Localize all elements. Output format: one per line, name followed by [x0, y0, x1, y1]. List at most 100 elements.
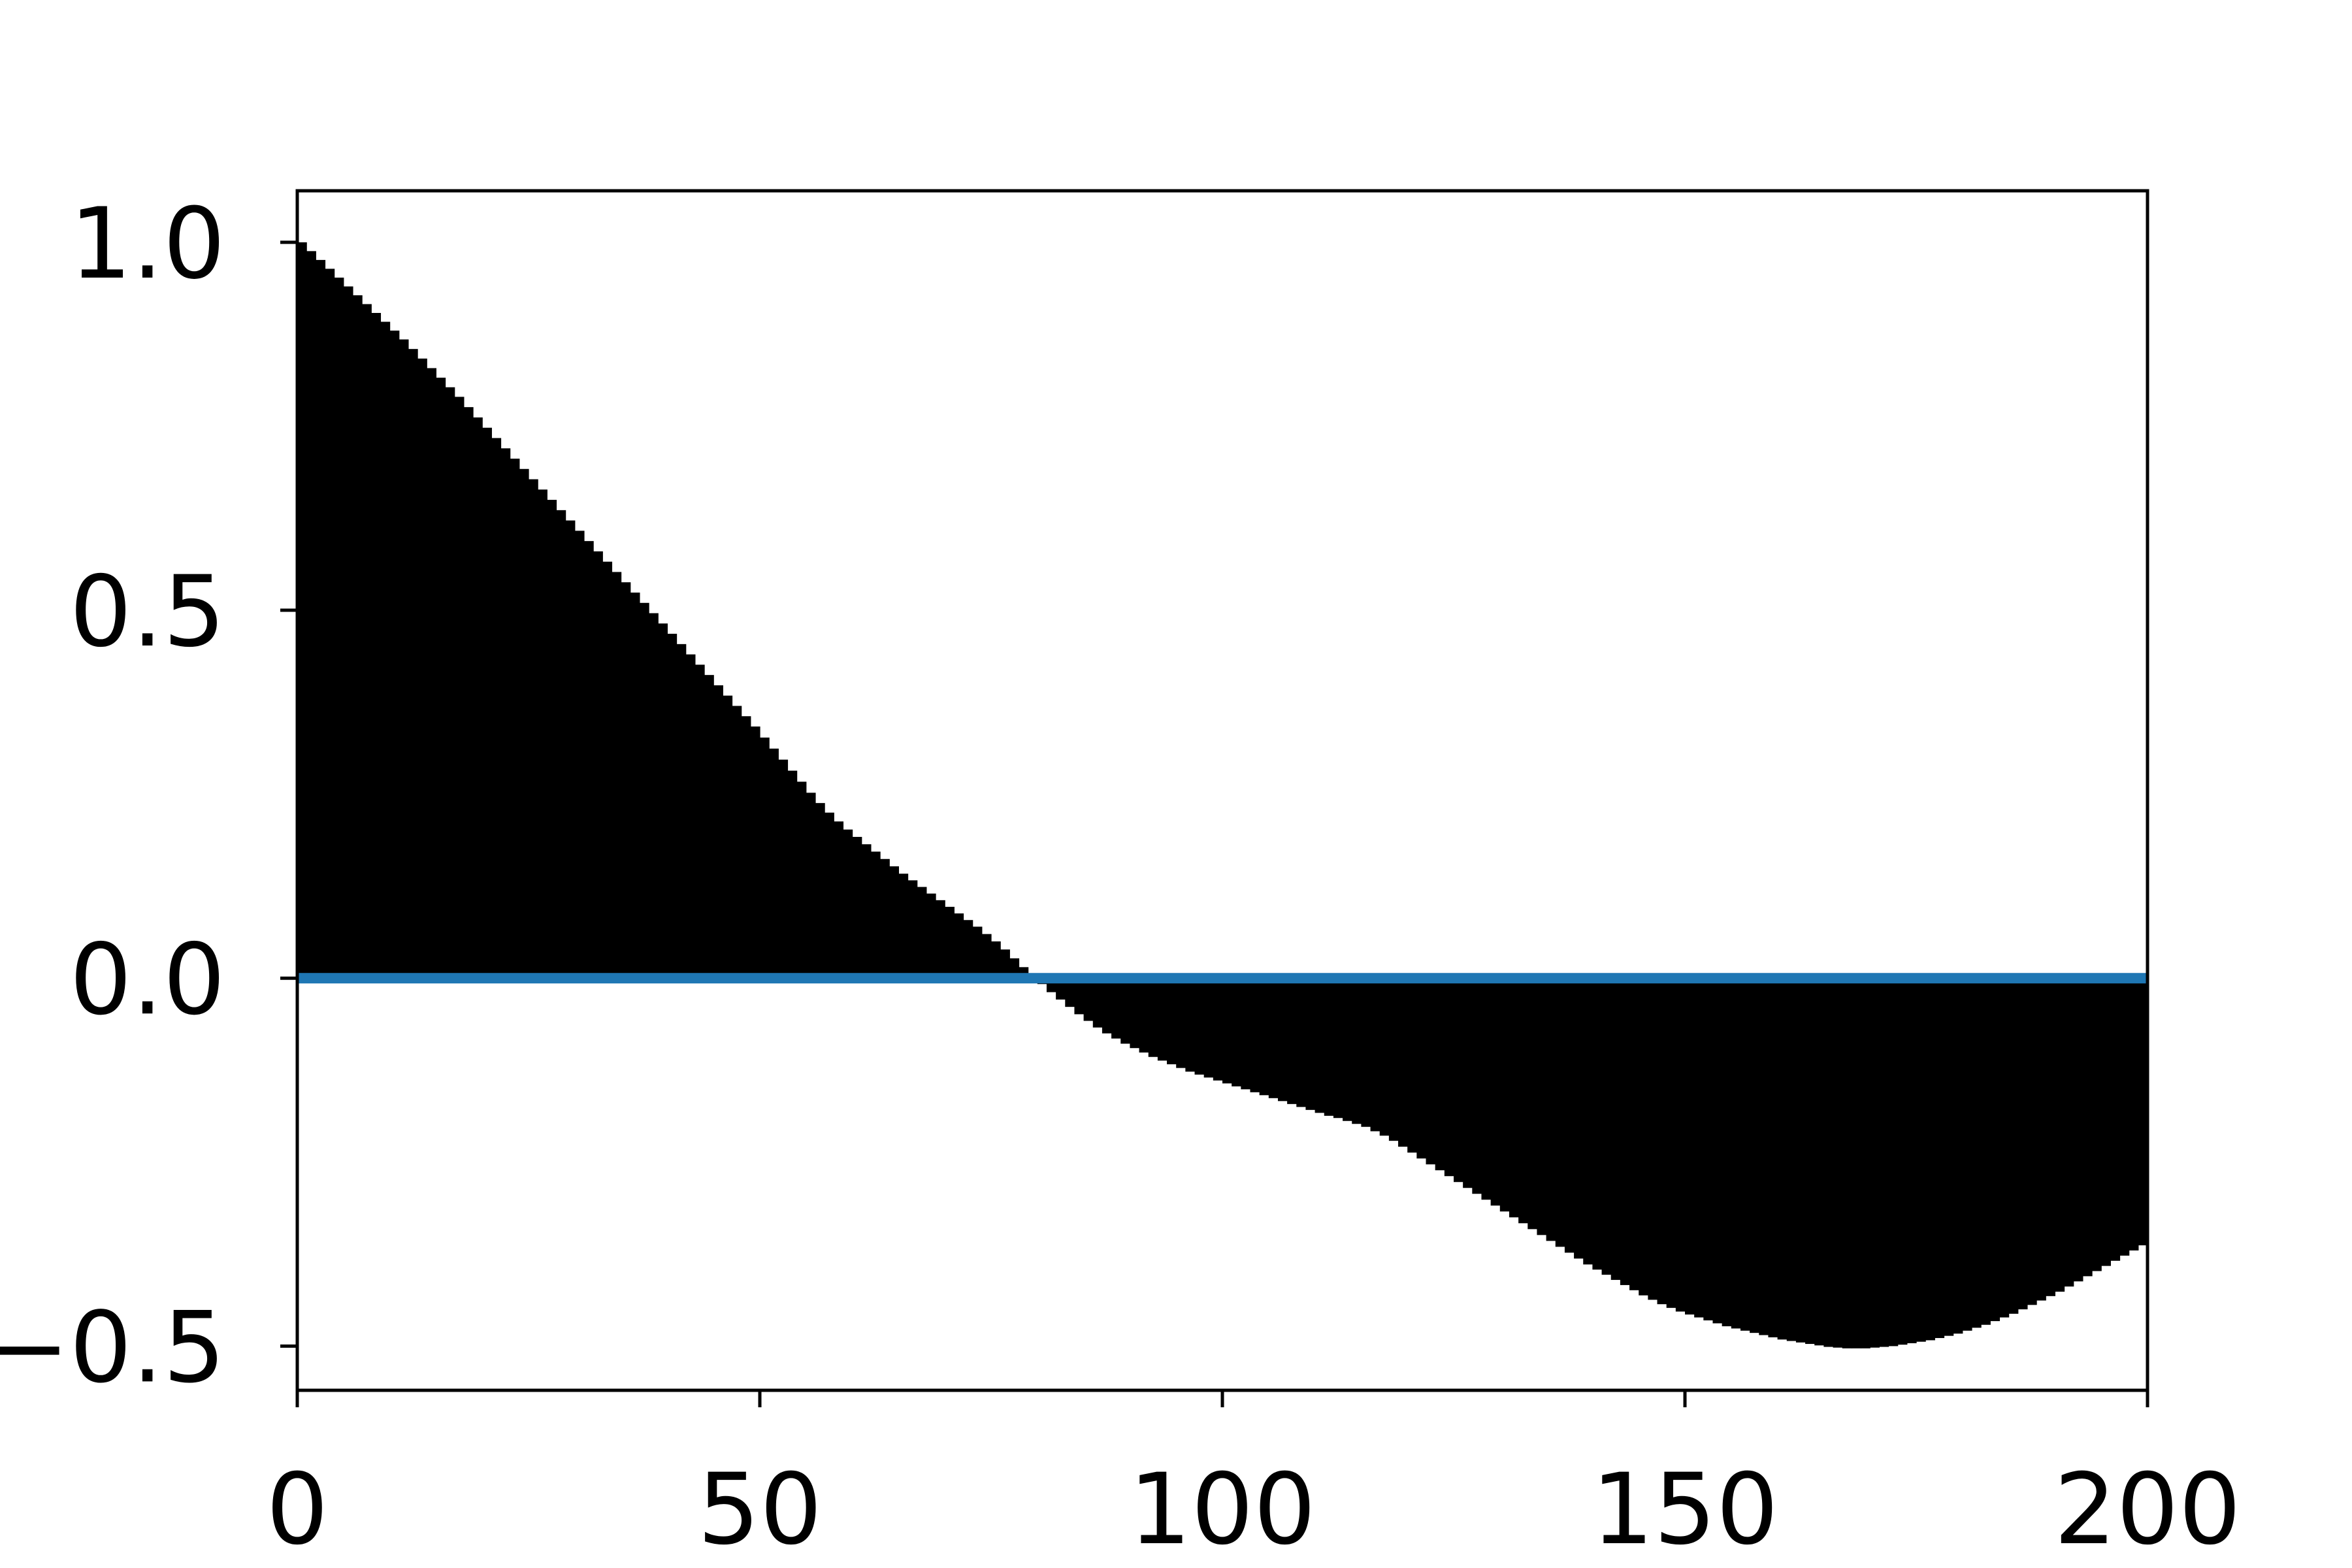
bar-lag-62 [870, 851, 881, 979]
bar-lag-68 [926, 893, 936, 979]
bar-lag-199 [2138, 978, 2148, 1246]
bar-lag-194 [2092, 978, 2102, 1271]
bar-lag-26 [538, 489, 547, 979]
bar-lag-53 [787, 770, 798, 979]
bar-lag-114 [1352, 978, 1362, 1124]
bar-lag-29 [565, 520, 576, 979]
bar-lag-108 [1296, 978, 1307, 1107]
bar-lag-54 [796, 781, 807, 979]
bar-lag-118 [1388, 978, 1399, 1141]
y-tick-label-2: 0.5 [69, 555, 225, 669]
bar-lag-5 [343, 286, 353, 979]
bar-lag-126 [1463, 978, 1473, 1188]
bar-lag-187 [2027, 978, 2037, 1305]
bar-lag-132 [1518, 978, 1528, 1224]
bar-lag-105 [1268, 978, 1279, 1098]
bar-lag-28 [556, 510, 566, 979]
bar-lag-167 [1842, 978, 1852, 1348]
bar-lag-192 [2073, 978, 2083, 1282]
bar-lag-46 [723, 695, 733, 979]
bar-lag-98 [1203, 978, 1214, 1078]
bar-lag-106 [1277, 978, 1288, 1102]
bars [297, 242, 2148, 1348]
bar-lag-113 [1343, 978, 1352, 1121]
bar-lag-30 [574, 531, 585, 979]
bar-lag-111 [1324, 978, 1334, 1116]
bar-lag-94 [1167, 978, 1177, 1065]
bar-lag-170 [1870, 978, 1880, 1348]
bar-lag-177 [1935, 978, 1945, 1339]
y-axis: −0.5 0.0 0.5 1.0 [0, 188, 297, 1405]
bar-lag-85 [1083, 978, 1094, 1021]
bar-lag-0 [297, 242, 307, 979]
bar-lag-143 [1620, 978, 1630, 1285]
bar-lag-161 [1786, 978, 1797, 1341]
bar-lag-121 [1416, 978, 1427, 1159]
bar-lag-83 [1065, 978, 1075, 1007]
bar-lag-16 [445, 387, 455, 979]
bar-lag-146 [1648, 978, 1658, 1300]
bar-lag-82 [1056, 978, 1066, 1000]
y-tick-label-3: 1.0 [69, 188, 225, 301]
bar-lag-136 [1555, 978, 1565, 1247]
bar-lag-168 [1851, 978, 1861, 1348]
bar-lag-100 [1222, 978, 1232, 1084]
bar-lag-65 [898, 874, 909, 979]
bar-lag-154 [1722, 978, 1732, 1327]
bar-lag-137 [1564, 978, 1575, 1253]
bar-lag-140 [1592, 978, 1603, 1270]
bar-lag-129 [1490, 978, 1501, 1206]
bar-lag-17 [454, 397, 465, 979]
bar-lag-34 [612, 572, 622, 979]
y-tick-label-1: 0.0 [69, 923, 225, 1037]
bar-lag-150 [1685, 978, 1695, 1315]
bar-lag-135 [1546, 978, 1556, 1241]
bar-lag-102 [1241, 978, 1251, 1090]
bar-lag-191 [2064, 978, 2074, 1287]
bar-lag-110 [1315, 978, 1325, 1113]
bar-lag-92 [1148, 978, 1158, 1057]
bar-lag-21 [491, 438, 502, 979]
bar-lag-156 [1740, 978, 1750, 1331]
bar-lag-138 [1574, 978, 1584, 1259]
bar-lag-67 [917, 887, 927, 979]
bar-lag-175 [1916, 978, 1926, 1342]
bar-lag-10 [389, 331, 400, 979]
bar-lag-196 [2110, 978, 2121, 1261]
bar-lag-115 [1361, 978, 1371, 1127]
bar-lag-101 [1232, 978, 1241, 1086]
bar-lag-184 [1999, 978, 2010, 1318]
bar-lag-32 [593, 551, 603, 979]
bar-lag-160 [1777, 978, 1788, 1340]
bar-lag-198 [2129, 978, 2139, 1250]
bar-lag-97 [1194, 978, 1205, 1075]
bar-lag-91 [1139, 978, 1149, 1053]
bar-lag-148 [1666, 978, 1676, 1308]
bar-lag-45 [713, 685, 723, 979]
bar-lag-9 [380, 321, 391, 979]
bar-lag-88 [1111, 978, 1121, 1039]
bar-lag-55 [806, 792, 816, 979]
bar-lag-195 [2101, 978, 2111, 1266]
bar-lag-158 [1759, 978, 1769, 1335]
bar-lag-185 [2008, 978, 2019, 1314]
x-tick-label-100: 100 [1129, 1453, 1316, 1567]
bar-lag-42 [685, 654, 696, 979]
bar-lag-142 [1610, 978, 1621, 1281]
bar-lag-104 [1259, 978, 1269, 1096]
bar-lag-139 [1583, 978, 1593, 1265]
bar-lag-181 [1971, 978, 1982, 1328]
bar-lag-86 [1092, 978, 1103, 1028]
bar-lag-151 [1694, 978, 1704, 1318]
bar-lag-96 [1185, 978, 1196, 1072]
bar-lag-162 [1795, 978, 1806, 1343]
bar-lag-174 [1906, 978, 1917, 1343]
x-axis: 0 50 100 150 200 [266, 1390, 2241, 1567]
bar-lag-164 [1814, 978, 1824, 1346]
bar-lag-8 [371, 312, 382, 979]
bar-lag-18 [463, 407, 474, 979]
x-tick-label-150: 150 [1592, 1453, 1778, 1567]
bar-lag-116 [1370, 978, 1380, 1132]
x-tick-label-200: 200 [2054, 1453, 2241, 1567]
bar-lag-95 [1176, 978, 1186, 1068]
